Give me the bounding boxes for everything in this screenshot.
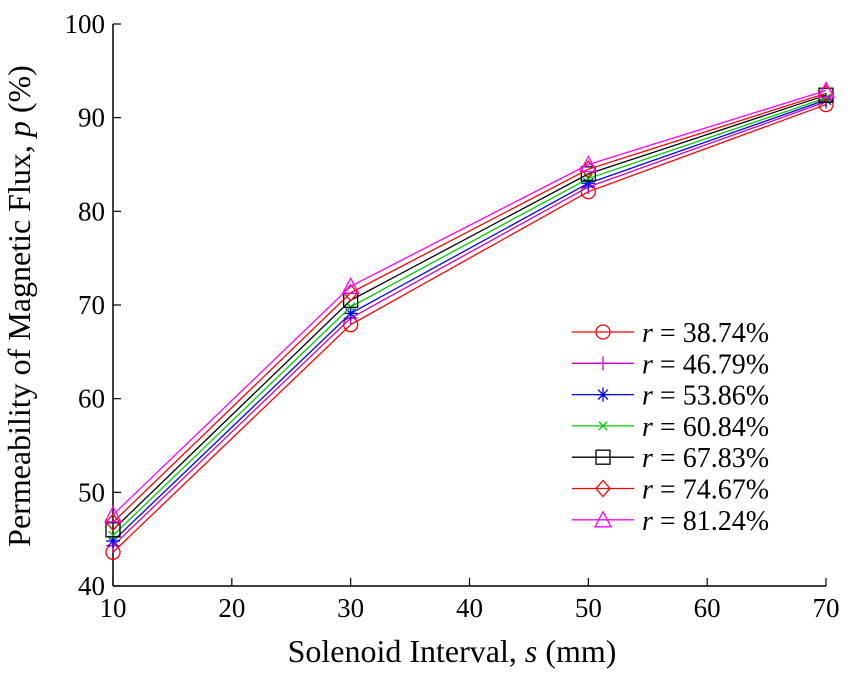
y-tick-label: 90 [78,103,105,133]
series-layer [103,81,836,560]
legend-label: r = 67.83% [642,443,769,474]
legend-entry: r = 38.74% [572,318,769,349]
x-tick-label: 20 [218,593,245,623]
y-tick-label: 80 [78,196,105,226]
legend-label: r = 38.74% [642,318,769,349]
legend-marker [596,387,610,402]
x-axis-label-variable: s [525,633,537,669]
data-point [341,276,360,294]
legend-marker [595,324,611,340]
x-tick-label: 60 [694,593,721,623]
series-3 [106,92,833,549]
series-line [112,101,827,547]
y-axis-label-variable: p [1,121,37,139]
legend-label-value: = 74.67% [653,475,769,506]
legend-label-value: = 81.24% [653,506,769,537]
series-line [112,97,827,536]
y-tick-label: 50 [78,477,105,507]
data-point [819,92,833,107]
legend-marker [598,421,608,431]
x-tick-label: 40 [456,593,483,623]
legend-label-value: = 53.86% [653,381,769,412]
series-line [112,103,827,553]
legend-label-value: = 38.74% [653,318,769,349]
data-point [816,81,836,99]
legend-label-variable: r [642,506,653,537]
y-axis-label-unit: (%) [1,65,37,121]
legend-label-value: = 46.79% [653,349,769,380]
legend-entry: r = 74.67% [572,475,769,506]
legend-label: r = 46.79% [642,349,769,380]
legend-marker [593,510,613,528]
data-point [579,155,598,173]
legend-label-variable: r [642,475,653,506]
legend-label-variable: r [642,412,653,443]
data-point [108,530,118,541]
legend-marker [596,356,610,371]
legend-label-value: = 60.84% [653,412,769,443]
x-tick-label: 70 [813,593,840,623]
series-7 [103,81,836,523]
legend-entry: r = 67.83% [572,443,769,474]
y-tick-label: 70 [78,290,105,320]
legend-entry: r = 60.84% [572,412,769,443]
series-line [112,99,827,542]
data-point [343,306,358,321]
legend-label-variable: r [642,381,653,412]
legend-marker [595,449,611,465]
x-axis-label: Solenoid Interval, s (mm) [288,633,617,669]
y-axis-label: Permeability of Magnetic Flux, p (%) [1,65,37,547]
legend-label: r = 81.24% [642,506,769,537]
y-tick-label: 100 [65,9,106,39]
series-line [112,94,827,531]
legend-label-variable: r [642,349,653,380]
x-tick-label: 30 [337,593,364,623]
data-point [105,522,121,538]
legend-label-value: = 67.83% [653,443,769,474]
legend-entry: r = 53.86% [572,381,769,412]
series-line [112,89,827,516]
y-tick-label: 40 [78,571,105,601]
y-axis-label-text: Permeability of Magnetic Flux, [1,137,37,547]
data-point [106,534,120,549]
legend-entry: r = 46.79% [572,349,769,380]
axes: 10 20 30 40 50 60 70 40 50 60 70 80 90 100 [65,9,840,623]
x-tick-label: 50 [575,593,602,623]
legend-label: r = 74.67% [642,475,769,506]
legend-entry: r = 81.24% [572,506,769,537]
legend: r = 38.74%r = 46.79%r = 53.86%r = 60.84%… [572,318,769,537]
data-point [103,505,123,523]
series-line [112,92,827,523]
data-point [581,176,596,191]
x-axis-label-text: Solenoid Interval, [288,633,525,669]
x-tick-label: 10 [100,593,127,623]
legend-label: r = 60.84% [642,412,769,443]
legend-label-variable: r [642,318,653,349]
data-point [105,513,121,532]
y-tick-label: 60 [78,384,105,414]
data-point [580,166,596,182]
legend-label-variable: r [642,443,653,474]
legend-marker [595,479,611,498]
x-axis-label-unit: (mm) [537,633,616,669]
legend-label: r = 53.86% [642,381,769,412]
